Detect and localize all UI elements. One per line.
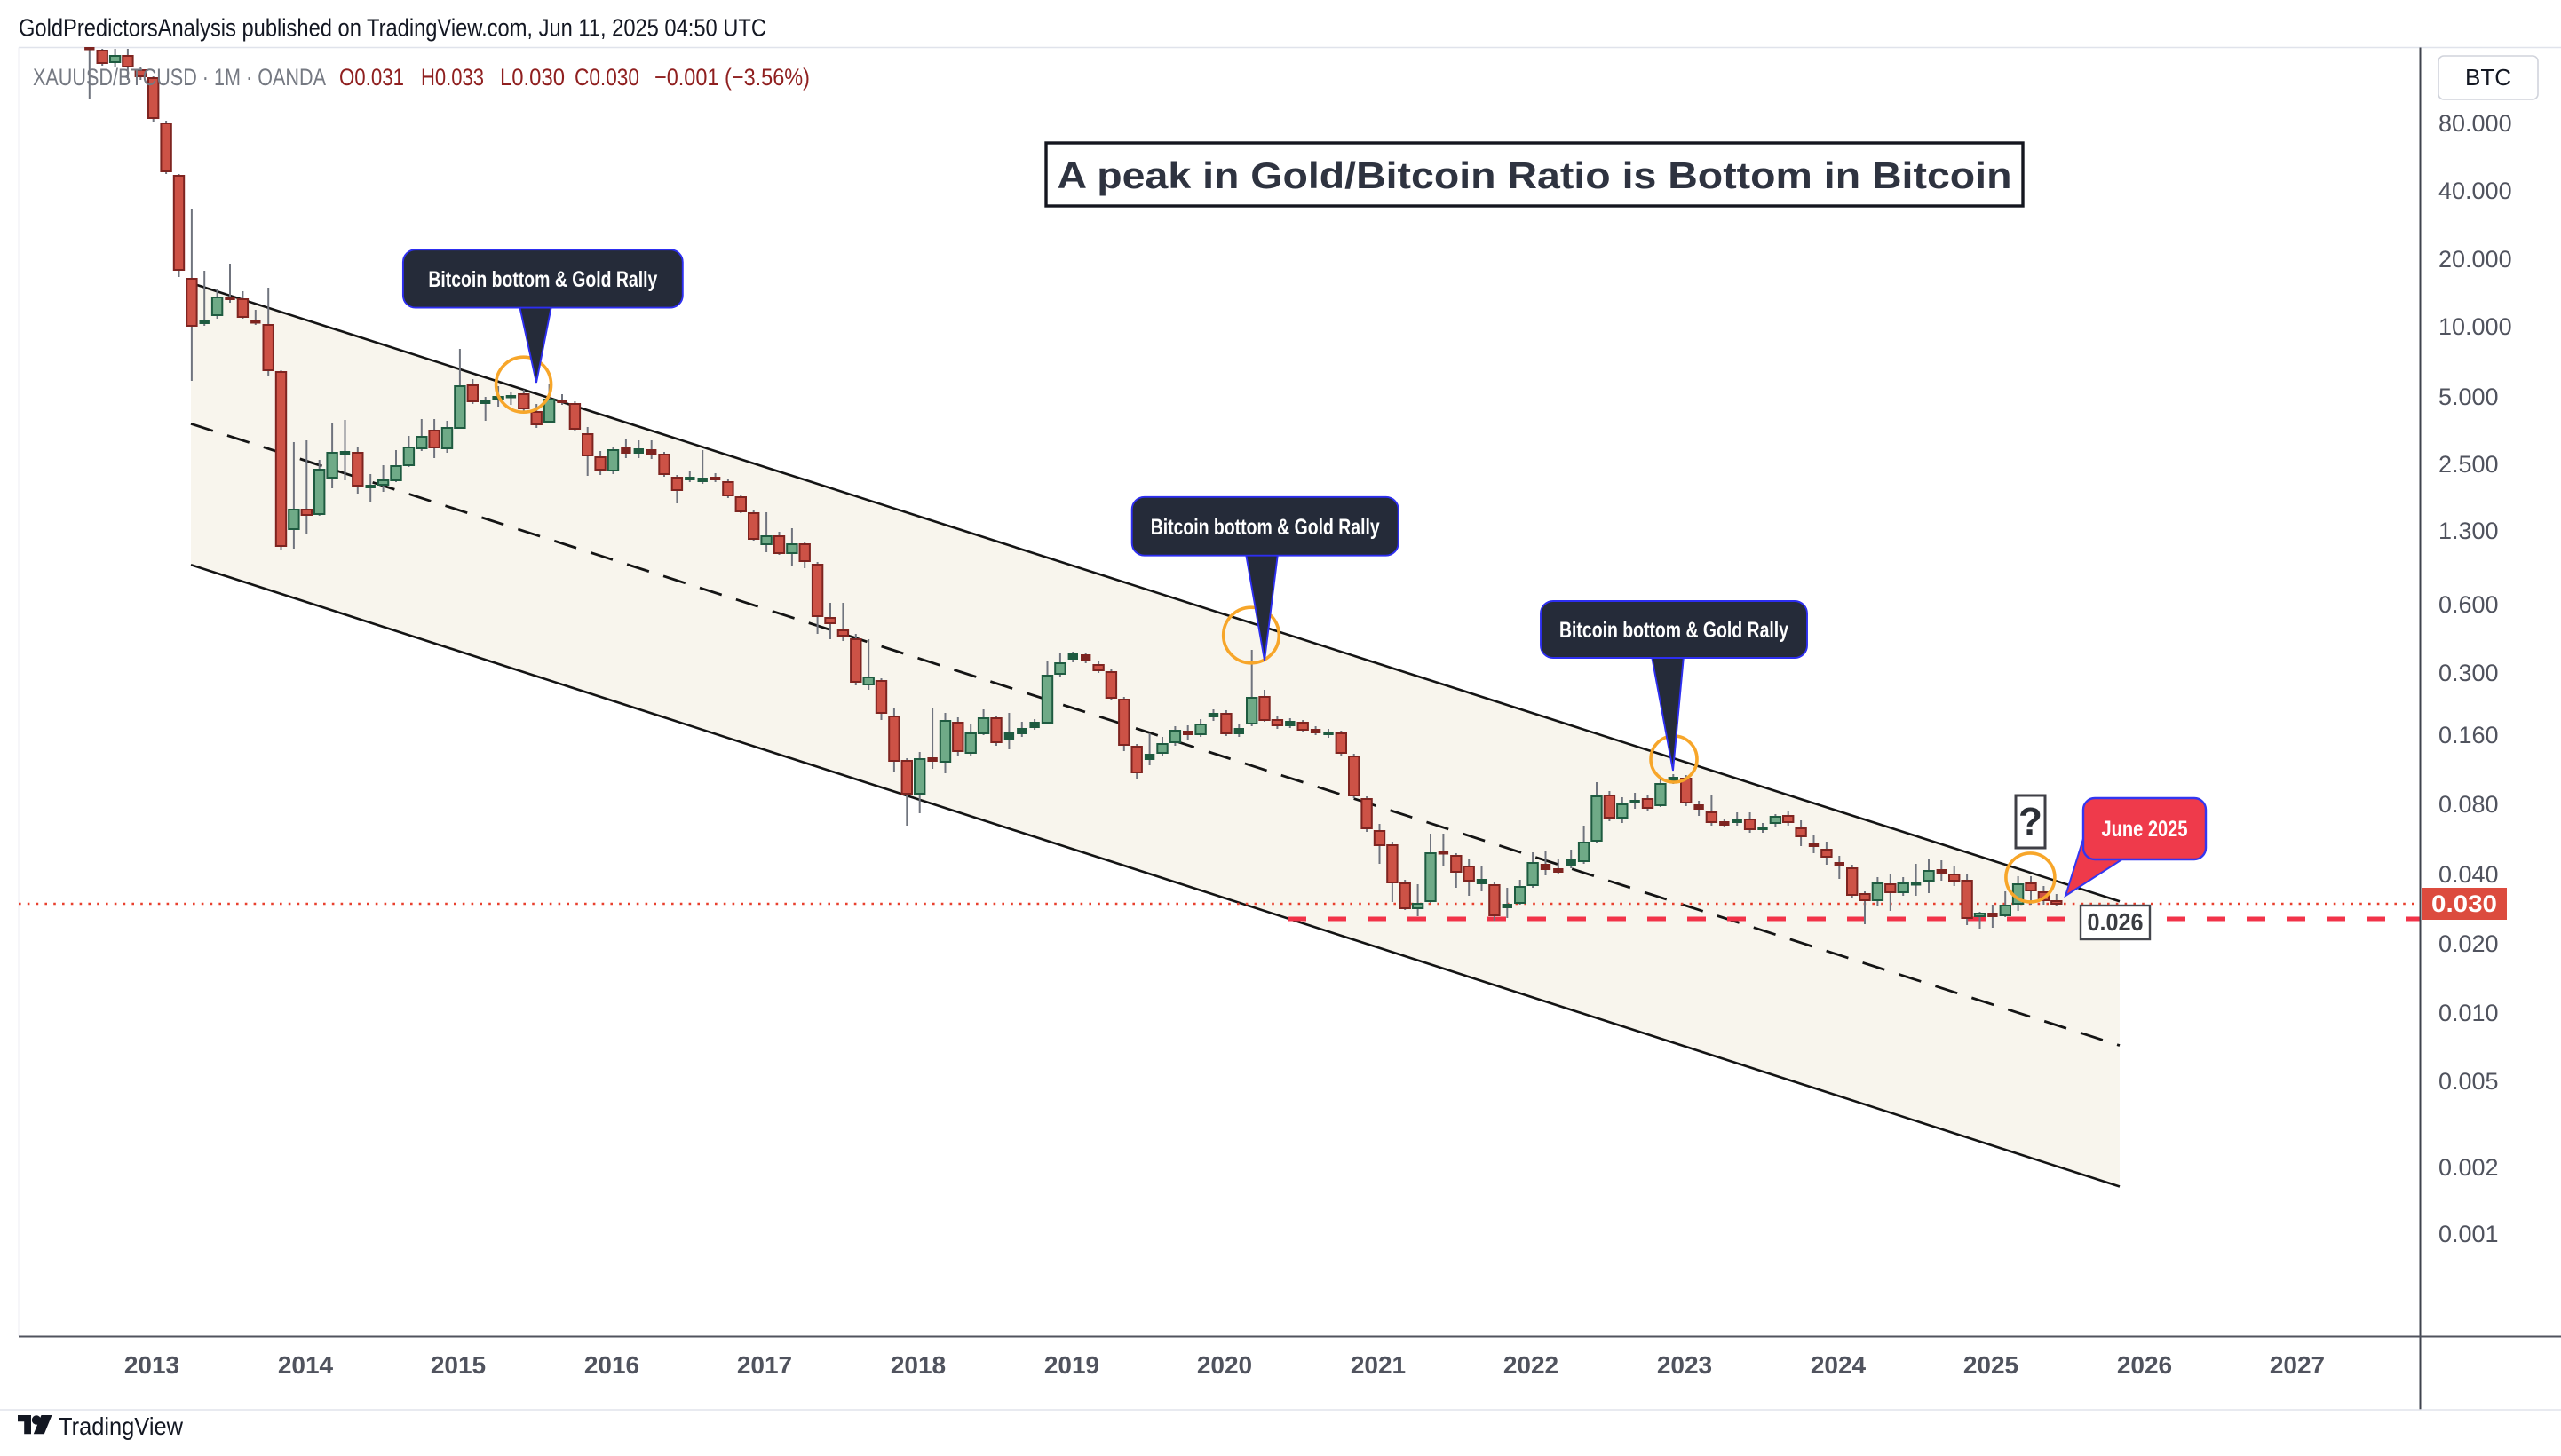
svg-text:80.000: 80.000 bbox=[2438, 110, 2512, 137]
svg-text:2023: 2023 bbox=[1657, 1351, 1712, 1379]
svg-text:2017: 2017 bbox=[737, 1351, 792, 1379]
svg-text:2025: 2025 bbox=[1963, 1351, 2018, 1379]
svg-text:H0.033: H0.033 bbox=[421, 64, 484, 91]
svg-text:0.040: 0.040 bbox=[2438, 861, 2499, 888]
svg-text:Bitcoin bottom & Gold Rally: Bitcoin bottom & Gold Rally bbox=[428, 267, 657, 292]
svg-text:0.026: 0.026 bbox=[2088, 908, 2144, 936]
svg-text:Bitcoin bottom & Gold Rally: Bitcoin bottom & Gold Rally bbox=[1151, 515, 1380, 540]
svg-text:2014: 2014 bbox=[278, 1351, 334, 1379]
svg-text:2013: 2013 bbox=[124, 1351, 179, 1379]
svg-text:?: ? bbox=[2018, 800, 2042, 843]
svg-text:0.001: 0.001 bbox=[2438, 1221, 2499, 1247]
svg-text:O0.031: O0.031 bbox=[339, 64, 404, 91]
svg-text:BTC: BTC bbox=[2465, 64, 2511, 91]
svg-text:0.600: 0.600 bbox=[2438, 591, 2499, 618]
svg-text:June 2025: June 2025 bbox=[2102, 817, 2188, 842]
svg-text:2026: 2026 bbox=[2117, 1351, 2172, 1379]
svg-text:0.080: 0.080 bbox=[2438, 791, 2499, 818]
svg-text:2018: 2018 bbox=[891, 1351, 946, 1379]
svg-text:1.300: 1.300 bbox=[2438, 518, 2499, 544]
svg-text:GoldPredictorsAnalysis publish: GoldPredictorsAnalysis published on Trad… bbox=[19, 14, 766, 42]
svg-text:40.000: 40.000 bbox=[2438, 178, 2512, 204]
svg-text:2022: 2022 bbox=[1503, 1351, 1558, 1379]
svg-text:2020: 2020 bbox=[1197, 1351, 1252, 1379]
svg-text:A peak in Gold/Bitcoin Ratio i: A peak in Gold/Bitcoin Ratio is Bottom i… bbox=[1058, 154, 2012, 196]
svg-text:0.020: 0.020 bbox=[2438, 930, 2499, 957]
svg-text:20.000: 20.000 bbox=[2438, 246, 2512, 273]
svg-text:−0.001 (−3.56%): −0.001 (−3.56%) bbox=[654, 64, 810, 91]
svg-text:2024: 2024 bbox=[1811, 1351, 1867, 1379]
svg-text:TradingView: TradingView bbox=[59, 1412, 184, 1440]
svg-text:2021: 2021 bbox=[1351, 1351, 1406, 1379]
svg-text:0.030: 0.030 bbox=[2431, 890, 2497, 917]
svg-text:2019: 2019 bbox=[1044, 1351, 1099, 1379]
svg-text:XAUUSD/BTCUSD · 1M · OANDA: XAUUSD/BTCUSD · 1M · OANDA bbox=[33, 64, 326, 91]
svg-text:2016: 2016 bbox=[584, 1351, 639, 1379]
svg-text:5.000: 5.000 bbox=[2438, 384, 2499, 410]
svg-text:0.005: 0.005 bbox=[2438, 1068, 2499, 1095]
svg-text:Bitcoin bottom & Gold Rally: Bitcoin bottom & Gold Rally bbox=[1559, 618, 1788, 643]
svg-text:2027: 2027 bbox=[2270, 1351, 2325, 1379]
svg-text:0.300: 0.300 bbox=[2438, 660, 2499, 686]
svg-text:C0.030: C0.030 bbox=[575, 64, 639, 91]
svg-text:L0.030: L0.030 bbox=[500, 64, 565, 91]
svg-text:0.002: 0.002 bbox=[2438, 1154, 2499, 1181]
svg-text:0.010: 0.010 bbox=[2438, 1000, 2499, 1026]
svg-text:10.000: 10.000 bbox=[2438, 313, 2512, 340]
svg-text:2015: 2015 bbox=[431, 1351, 486, 1379]
svg-text:2.500: 2.500 bbox=[2438, 451, 2499, 478]
svg-text:0.160: 0.160 bbox=[2438, 722, 2499, 748]
